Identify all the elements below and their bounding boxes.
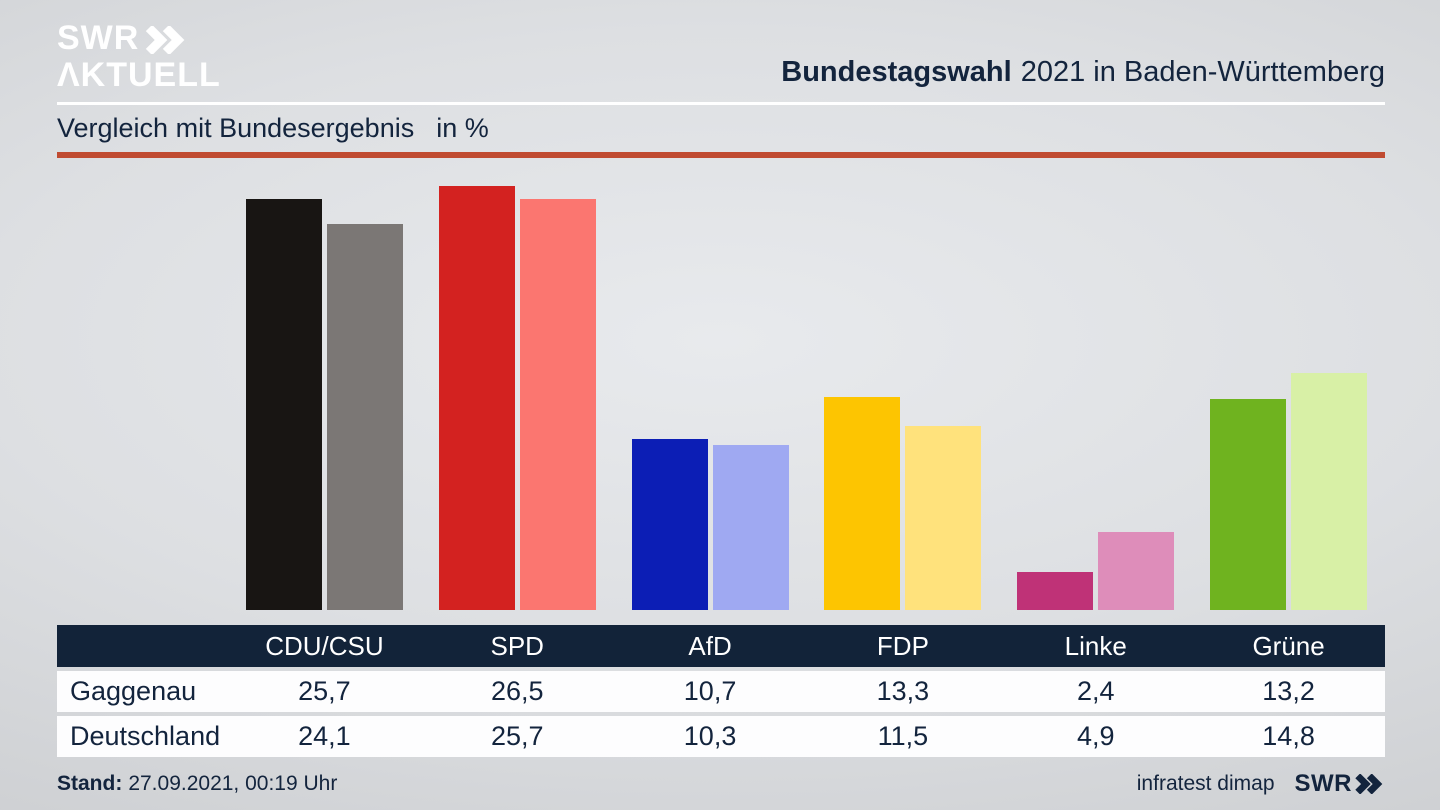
value-deutschland-afd: 10,3 — [683, 721, 737, 751]
credits: infratest dimap SWR — [1137, 770, 1385, 798]
bar-grüne-deutschland — [1291, 373, 1368, 610]
chart-subtitle-text: Vergleich mit Bundesergebnis — [57, 113, 415, 143]
swr-logo-text: SWR — [57, 19, 140, 57]
row-label-gaggenau: Gaggenau — [70, 676, 197, 706]
bar-afd-gaggenau — [631, 438, 708, 610]
bar-fdp-gaggenau — [824, 397, 901, 610]
value-deutschland-cdu-csu: 24,1 — [298, 721, 351, 751]
bar-linke-deutschland — [1098, 531, 1175, 610]
timestamp: Stand: 27.09.2021, 00:19 Uhr — [57, 772, 337, 796]
timestamp-value: 27.09.2021, 00:19 Uhr — [128, 772, 338, 795]
table-header-row: CDU/CSU SPD AfD FDP Linke Grüne — [57, 625, 1385, 667]
bar-cdu-csu-gaggenau — [245, 198, 322, 610]
value-gaggenau-cdu-csu: 25,7 — [298, 676, 351, 706]
bar-fdp-deutschland — [905, 426, 982, 610]
table-header-afd: AfD — [688, 630, 732, 661]
chart-subtitle: Vergleich mit Bundesergebnis in % — [57, 113, 489, 144]
value-deutschland-spd: 25,7 — [490, 721, 544, 751]
table-header-fdp: FDP — [876, 630, 929, 661]
double-chevron-icon — [146, 25, 185, 54]
row-label-deutschland: Deutschland — [70, 721, 221, 751]
page-title: Bundestagswahl 2021 in Baden-Württemberg — [781, 56, 1385, 89]
bar-group-linke — [999, 162, 1192, 610]
results-table: CDU/CSU SPD AfD FDP Linke Grüne Gaggenau 25,7 2… — [57, 625, 1385, 757]
bar-group-afd — [614, 162, 807, 610]
table-row-deutschland: Deutschland 24,1 25,7 10,3 11,5 4,9 14,8 — [57, 716, 1385, 757]
bar-spd-deutschland — [519, 198, 596, 610]
page-title-bold: Bundestagswahl — [781, 56, 1012, 88]
bar-group-cdu-csu — [228, 162, 421, 610]
swr-footer-logo: SWR — [1295, 770, 1386, 798]
bar-afd-deutschland — [712, 445, 789, 610]
table-header-cdu-csu: CDU/CSU — [265, 630, 384, 661]
page-title-rest: 2021 in Baden-Württemberg — [1020, 56, 1385, 88]
bar-group-fdp — [806, 162, 999, 610]
source-credit: infratest dimap — [1136, 772, 1275, 795]
value-gaggenau-afd: 10,7 — [683, 676, 737, 706]
table-header-grüne: Grüne — [1252, 630, 1325, 661]
value-gaggenau-linke: 2,4 — [1076, 676, 1115, 706]
bar-chart — [57, 162, 1385, 610]
bar-linke-gaggenau — [1017, 571, 1094, 610]
header-divider-line — [57, 102, 1385, 105]
table-header-linke: Linke — [1064, 630, 1127, 661]
swr-aktuell-logo: SWR ΛKTUELL — [57, 20, 221, 94]
timestamp-label: Stand: — [57, 772, 123, 795]
bar-group-grüne — [1192, 162, 1385, 610]
table-header-spd: SPD — [490, 630, 544, 661]
table-row-gaggenau: Gaggenau 25,7 26,5 10,7 13,3 2,4 13,2 — [57, 671, 1385, 712]
value-deutschland-grüne: 14,8 — [1262, 721, 1315, 751]
swr-footer-logo-text: SWR — [1294, 770, 1352, 797]
aktuell-logo-text: ΛKTUELL — [57, 56, 221, 94]
bar-grüne-gaggenau — [1210, 398, 1287, 610]
bar-group-spd — [421, 162, 614, 610]
value-gaggenau-grüne: 13,2 — [1262, 676, 1315, 706]
value-deutschland-linke: 4,9 — [1076, 721, 1115, 751]
double-chevron-icon — [1355, 774, 1383, 794]
chart-subtitle-unit: in % — [436, 113, 489, 143]
value-gaggenau-fdp: 13,3 — [876, 676, 930, 706]
accent-divider-line — [57, 152, 1385, 158]
bar-cdu-csu-deutschland — [326, 224, 403, 610]
bar-spd-gaggenau — [438, 186, 515, 610]
footer: Stand: 27.09.2021, 00:19 Uhr infratest di… — [57, 770, 1385, 798]
value-deutschland-fdp: 11,5 — [877, 721, 929, 751]
value-gaggenau-spd: 26,5 — [490, 676, 544, 706]
